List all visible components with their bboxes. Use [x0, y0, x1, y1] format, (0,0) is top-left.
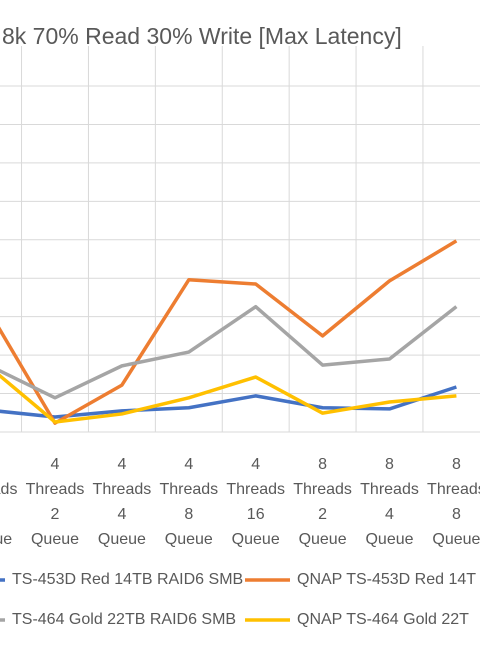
x-tick-label: Queue [232, 531, 280, 548]
x-tick-label: 2 [318, 506, 327, 523]
x-tick-label: 8 [385, 456, 394, 473]
x-tick-label: 4 [251, 456, 260, 473]
legend-label: TS-464 Gold 22TB RAID6 SMB [12, 611, 236, 628]
x-tick-label: 4 [117, 506, 126, 523]
x-tick-label: Queue [165, 531, 213, 548]
x-tick-label: 4 [385, 506, 394, 523]
legend-label: QNAP TS-453D Red 14T [297, 571, 476, 588]
x-tick-label: Threads [159, 481, 218, 498]
x-tick-label: 4 [51, 456, 60, 473]
x-tick-label: Threads [0, 481, 17, 498]
series-line [0, 239, 458, 425]
x-tick-label: 16 [247, 506, 265, 523]
x-tick-label: Threads [293, 481, 352, 498]
series-line [0, 304, 458, 400]
x-tick-label: Queue [365, 531, 413, 548]
x-tick-label: 8 [452, 506, 461, 523]
x-tick-label: Threads [226, 481, 285, 498]
x-tick-label: Threads [93, 481, 152, 498]
x-tick-label: Threads [360, 481, 419, 498]
x-tick-label: Queue [98, 531, 146, 548]
legend-label: TS-453D Red 14TB RAID6 SMB [12, 571, 243, 588]
x-tick-label: 8 [452, 456, 461, 473]
x-tick-label: 8 [184, 506, 193, 523]
series-line [0, 373, 457, 424]
x-tick-label: Queue [0, 531, 12, 548]
x-tick-label: Threads [427, 481, 480, 498]
x-tick-label: Queue [299, 531, 347, 548]
x-tick-label: 8 [318, 456, 327, 473]
x-tick-label: 4 [184, 456, 193, 473]
x-tick-label: 2 [51, 506, 60, 523]
x-tick-label: 4 [117, 456, 126, 473]
x-tick-label: Queue [432, 531, 480, 548]
x-tick-label: Threads [26, 481, 85, 498]
x-tick-label: Queue [31, 531, 79, 548]
chart-title: 8k 70% Read 30% Write [Max Latency] [2, 23, 402, 49]
legend-label: QNAP TS-464 Gold 22T [297, 611, 469, 628]
